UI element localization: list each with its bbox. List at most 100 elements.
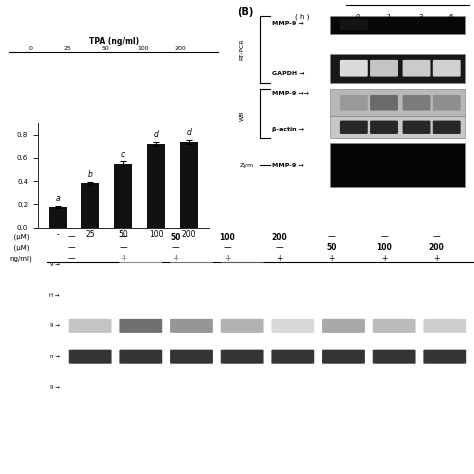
Text: 1: 1 <box>386 14 390 19</box>
Text: —: — <box>172 243 179 252</box>
Text: ( h ): ( h ) <box>295 14 309 20</box>
FancyBboxPatch shape <box>402 120 430 134</box>
Text: —: — <box>119 233 127 241</box>
FancyBboxPatch shape <box>330 143 465 187</box>
Text: +: + <box>172 254 179 263</box>
FancyBboxPatch shape <box>330 54 465 82</box>
Bar <box>82 183 100 228</box>
Text: MMP-9 →: MMP-9 → <box>272 21 303 26</box>
Bar <box>49 207 67 228</box>
Text: RT-PCR: RT-PCR <box>239 38 244 60</box>
Text: 0: 0 <box>356 14 360 19</box>
FancyBboxPatch shape <box>322 319 365 333</box>
FancyBboxPatch shape <box>119 319 162 333</box>
FancyBboxPatch shape <box>221 350 264 364</box>
Text: 200: 200 <box>428 243 444 252</box>
Text: H →: H → <box>49 292 60 298</box>
FancyBboxPatch shape <box>272 319 314 333</box>
FancyBboxPatch shape <box>170 257 213 271</box>
Text: MMP-9 →: MMP-9 → <box>272 163 303 168</box>
FancyBboxPatch shape <box>330 116 465 138</box>
Text: 100: 100 <box>376 243 392 252</box>
Text: TPA (ng/ml): TPA (ng/ml) <box>89 37 139 46</box>
FancyBboxPatch shape <box>423 350 466 364</box>
FancyBboxPatch shape <box>170 381 213 394</box>
FancyBboxPatch shape <box>370 60 398 77</box>
FancyBboxPatch shape <box>373 381 416 394</box>
FancyBboxPatch shape <box>433 60 461 77</box>
Text: (μM): (μM) <box>9 245 30 251</box>
Text: 0: 0 <box>28 46 32 51</box>
FancyBboxPatch shape <box>119 350 162 364</box>
Text: 100: 100 <box>219 233 236 241</box>
Text: d: d <box>154 130 158 139</box>
Text: (B): (B) <box>237 7 254 17</box>
FancyBboxPatch shape <box>49 60 87 106</box>
Text: d: d <box>186 128 191 137</box>
Text: 3: 3 <box>418 14 423 19</box>
Text: —: — <box>328 233 336 241</box>
FancyBboxPatch shape <box>373 350 416 364</box>
Text: 100: 100 <box>137 46 149 51</box>
Text: 9 →: 9 → <box>50 385 60 390</box>
FancyBboxPatch shape <box>119 257 162 271</box>
Text: +: + <box>433 254 439 263</box>
FancyBboxPatch shape <box>119 288 162 302</box>
FancyBboxPatch shape <box>69 350 111 364</box>
FancyBboxPatch shape <box>69 288 111 302</box>
Text: a: a <box>55 193 60 202</box>
Text: —: — <box>380 233 388 241</box>
FancyBboxPatch shape <box>423 288 466 302</box>
Text: 50: 50 <box>327 243 337 252</box>
FancyBboxPatch shape <box>124 60 162 106</box>
Text: +: + <box>120 254 127 263</box>
Text: 200: 200 <box>272 233 288 241</box>
Text: 50: 50 <box>101 46 109 51</box>
Text: ng/ml): ng/ml) <box>9 255 32 262</box>
FancyBboxPatch shape <box>402 60 430 77</box>
FancyBboxPatch shape <box>162 60 199 106</box>
Text: 9 →: 9 → <box>50 262 60 267</box>
Text: —: — <box>67 243 75 252</box>
Text: 25: 25 <box>64 46 72 51</box>
FancyBboxPatch shape <box>433 120 461 134</box>
Bar <box>147 144 165 228</box>
Bar <box>114 164 132 228</box>
Text: GAPDH →: GAPDH → <box>272 71 304 76</box>
FancyBboxPatch shape <box>170 319 213 333</box>
Text: n →: n → <box>50 354 60 359</box>
FancyBboxPatch shape <box>330 16 465 34</box>
Text: +: + <box>381 254 387 263</box>
FancyBboxPatch shape <box>330 90 465 116</box>
FancyBboxPatch shape <box>119 381 162 394</box>
FancyBboxPatch shape <box>221 257 264 271</box>
FancyBboxPatch shape <box>221 288 264 302</box>
Text: (μM): (μM) <box>9 234 30 240</box>
FancyBboxPatch shape <box>272 350 314 364</box>
FancyBboxPatch shape <box>11 60 49 106</box>
FancyBboxPatch shape <box>370 120 398 134</box>
Text: 6: 6 <box>448 14 453 19</box>
Text: —: — <box>67 254 75 263</box>
FancyBboxPatch shape <box>402 95 430 110</box>
FancyBboxPatch shape <box>423 381 466 394</box>
Text: MMP-9 →→: MMP-9 →→ <box>272 91 309 96</box>
Text: +: + <box>224 254 231 263</box>
FancyBboxPatch shape <box>322 350 365 364</box>
Text: WB: WB <box>239 111 244 121</box>
FancyBboxPatch shape <box>373 288 416 302</box>
FancyBboxPatch shape <box>272 381 314 394</box>
FancyBboxPatch shape <box>69 319 111 333</box>
FancyBboxPatch shape <box>322 288 365 302</box>
FancyBboxPatch shape <box>370 95 398 110</box>
FancyBboxPatch shape <box>433 95 461 110</box>
FancyBboxPatch shape <box>340 60 368 77</box>
Bar <box>180 142 198 228</box>
FancyBboxPatch shape <box>340 19 368 30</box>
Text: 200: 200 <box>174 46 186 51</box>
FancyBboxPatch shape <box>221 381 264 394</box>
Text: —: — <box>276 243 283 252</box>
Text: b: b <box>88 170 93 179</box>
Text: +: + <box>328 254 335 263</box>
FancyBboxPatch shape <box>373 319 416 333</box>
